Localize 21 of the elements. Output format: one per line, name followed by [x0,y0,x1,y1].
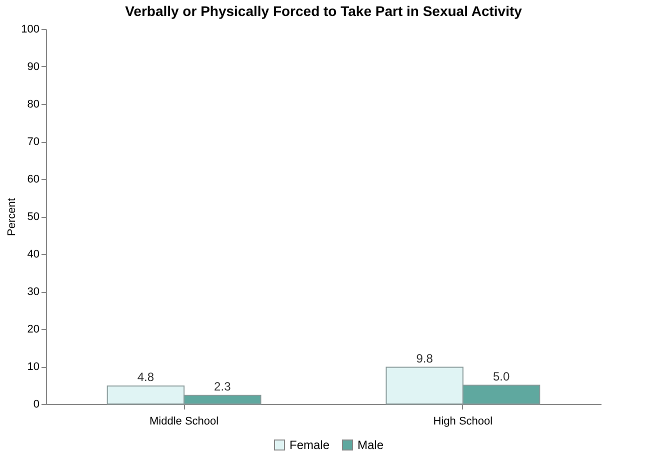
y-tick-label: 100 [21,24,40,36]
y-tick-label: 30 [27,286,40,298]
y-tick-label: 70 [27,136,40,148]
y-tick-label: 40 [27,248,40,260]
data-label: 5.0 [492,369,510,384]
y-tick-label: 50 [27,211,40,223]
legend-label: Male [358,438,384,452]
y-tick-label: 90 [27,61,40,73]
x-tick-label: High School [433,416,493,428]
data-label: 4.8 [137,370,154,384]
chart-title: Verbally or Physically Forced to Take Part in Sexual Activity [125,3,522,19]
y-tick-label: 60 [27,174,40,186]
y-tick-label: 20 [27,324,40,336]
y-axis-title: Percent [6,198,18,236]
data-label: 9.8 [416,351,434,366]
y-tick-label: 0 [33,398,40,410]
x-tick-label: Middle School [150,416,219,428]
y-tick-label: 80 [27,98,40,110]
y-tick-label: 10 [27,361,40,373]
data-label: 2.3 [214,379,232,394]
legend-label: Female [290,438,330,452]
